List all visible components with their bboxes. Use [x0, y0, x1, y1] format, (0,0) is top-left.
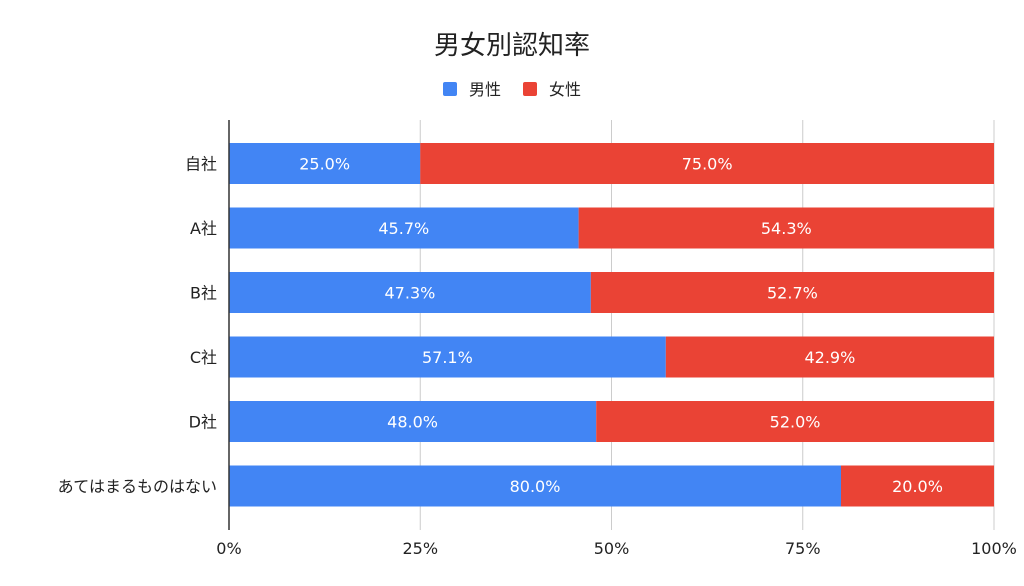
- bar-3-1: [229, 272, 591, 313]
- bar-value-labels: 25.0% 75.0% 45.7% 54.3% 47.3% 52.7% 57.1% 42.9%…: [299, 155, 943, 497]
- x-tick-label-3: 50%: [594, 539, 630, 558]
- bar-4-1: [229, 336, 666, 378]
- y-tick-label-3: B社: [190, 284, 217, 303]
- data-label-4-1: 57.1%: [422, 348, 473, 367]
- data-label-5-2: 52.0%: [770, 413, 821, 432]
- bar-2-1: [229, 207, 579, 249]
- bar-1-1: [229, 143, 421, 184]
- data-label-1-2: 75.0%: [682, 155, 733, 174]
- bar-2-2: [578, 207, 994, 249]
- data-label-6-1: 80.0%: [510, 477, 561, 496]
- x-tick-label-5: 100%: [971, 539, 1017, 558]
- grid-lines: [419, 120, 995, 530]
- bar-4-2: [665, 336, 994, 378]
- chart-title: 男女別認知率: [434, 31, 590, 61]
- y-tick-label-1: 自社: [185, 155, 217, 174]
- bars: [229, 143, 994, 507]
- bar-5-2: [596, 401, 994, 442]
- legend-swatch-2: [523, 82, 537, 96]
- legend: 男性 女性: [443, 80, 581, 99]
- data-label-6-2: 20.0%: [892, 477, 943, 496]
- bar-6-2: [841, 465, 994, 507]
- bar-6-1: [229, 465, 841, 507]
- data-label-3-1: 47.3%: [385, 284, 436, 303]
- data-label-4-2: 42.9%: [804, 348, 855, 367]
- x-tick-label-2: 25%: [402, 539, 438, 558]
- data-label-1-1: 25.0%: [299, 155, 350, 174]
- x-tick-label-1: 0%: [216, 539, 241, 558]
- data-label-5-1: 48.0%: [387, 413, 438, 432]
- y-tick-label-6: あてはまるものはない: [58, 477, 217, 496]
- data-label-3-2: 52.7%: [767, 284, 818, 303]
- y-tick-label-4: C社: [190, 348, 217, 367]
- data-label-2-1: 45.7%: [378, 219, 429, 238]
- bar-1-2: [420, 143, 994, 184]
- legend-label-2: 女性: [549, 80, 581, 99]
- bar-3-2: [590, 272, 994, 313]
- bar-5-1: [229, 401, 597, 442]
- y-tick-label-2: A社: [190, 219, 217, 238]
- x-axis: 0% 25% 50% 75% 100%: [216, 539, 1017, 558]
- legend-label-1: 男性: [469, 80, 501, 99]
- legend-swatch-1: [443, 82, 457, 96]
- data-label-2-2: 54.3%: [761, 219, 812, 238]
- x-tick-label-4: 75%: [785, 539, 821, 558]
- y-tick-label-5: D社: [189, 413, 217, 432]
